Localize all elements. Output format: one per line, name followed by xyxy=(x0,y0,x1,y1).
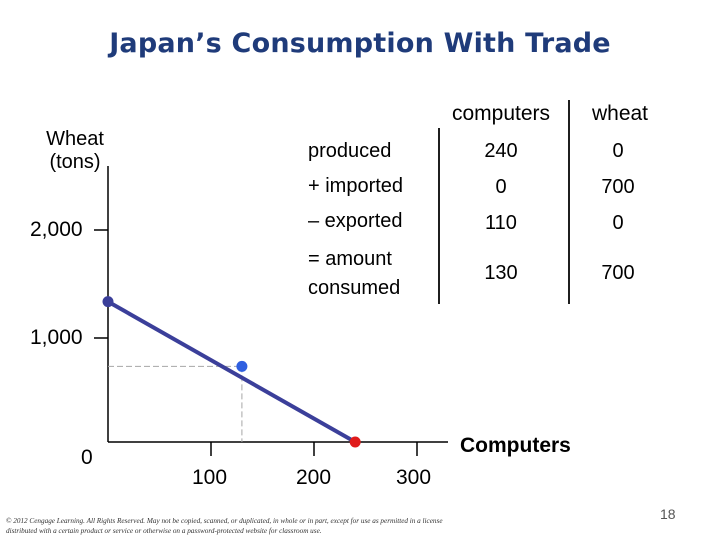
cell-imported-wheat: 700 xyxy=(601,176,635,198)
x-axis-label: Computers xyxy=(460,434,571,457)
point-1 xyxy=(349,436,361,448)
x-tick-0: 0 xyxy=(81,446,93,469)
cell-consumed-wheat: 700 xyxy=(601,262,635,284)
cell-exported-computers: 110 xyxy=(485,212,517,234)
y-tick-1000: 1,000 xyxy=(30,326,83,349)
cell-consumed-computers: 130 xyxy=(484,262,518,284)
point-2 xyxy=(236,360,248,372)
cell-produced-wheat: 0 xyxy=(612,140,624,162)
cell-produced-computers: 240 xyxy=(484,140,518,162)
column-header-wheat: wheat xyxy=(591,102,649,125)
x-tick-300: 300 xyxy=(396,466,432,489)
x-tick-100: 100 xyxy=(192,466,228,489)
x-tick-200: 200 xyxy=(296,466,332,489)
y-axis-label-text: Wheat (tons) xyxy=(46,128,104,173)
row-label-produced: produced xyxy=(308,140,392,162)
table-divider-left xyxy=(438,128,440,304)
cell-imported-computers: 0 xyxy=(495,176,507,198)
cell-exported-wheat: 0 xyxy=(612,212,624,234)
row-label-exported: – exported xyxy=(308,210,403,232)
page-number: 18 xyxy=(660,506,676,522)
row-label-consumed: = amount consumed xyxy=(308,248,401,299)
column-header-computers: computers xyxy=(451,102,551,125)
y-tick-2000: 2,000 xyxy=(30,218,83,241)
point-0 xyxy=(102,296,114,308)
table-divider-right xyxy=(568,100,570,304)
copyright-notice: © 2012 Cengage Learning. All Rights Rese… xyxy=(6,517,443,535)
chart-title: Japan’s Consumption With Trade xyxy=(109,28,611,59)
ppf-line-0 xyxy=(107,299,357,444)
row-label-imported: + imported xyxy=(308,175,404,197)
y-axis-label: Wheat (tons) xyxy=(30,128,120,174)
